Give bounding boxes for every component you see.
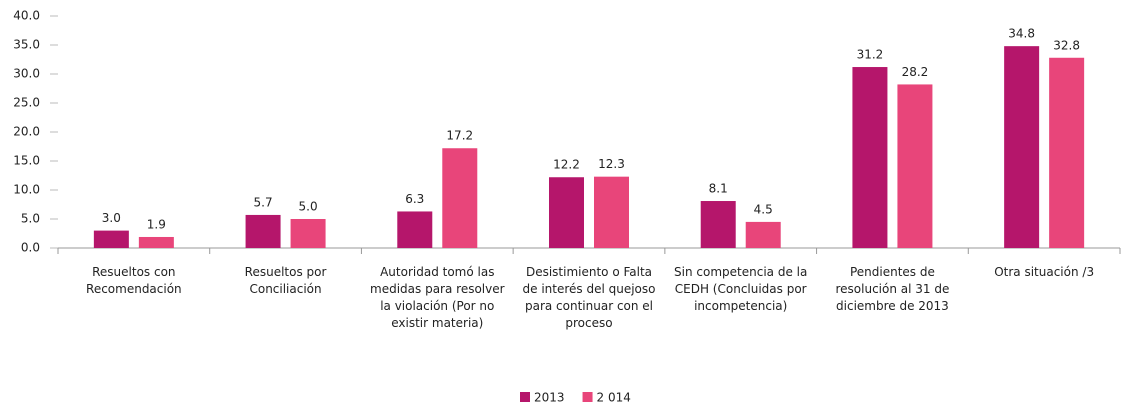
data-label: 5.7 xyxy=(254,195,273,209)
bar xyxy=(745,221,781,248)
data-label: 1.9 xyxy=(147,217,166,231)
data-label: 3.0 xyxy=(102,211,121,225)
bar xyxy=(93,230,129,248)
bar xyxy=(700,201,736,248)
legend-swatch xyxy=(582,392,593,402)
data-label: 8.1 xyxy=(709,182,728,196)
data-label: 28.2 xyxy=(902,65,929,79)
y-tick-label: 5.0 xyxy=(21,212,40,226)
bar xyxy=(442,148,478,248)
x-tick-label: Desistimiento o Falta de interés del que… xyxy=(522,265,656,330)
data-label: 6.3 xyxy=(405,192,424,206)
data-label: 32.8 xyxy=(1053,38,1080,52)
legend-swatch xyxy=(520,392,530,402)
bar xyxy=(549,177,584,248)
y-tick-label: 10.0 xyxy=(13,183,40,197)
y-tick-label: 40.0 xyxy=(13,9,40,23)
y-tick-label: 0.0 xyxy=(21,241,40,255)
x-tick-label: Resueltos por Conciliación xyxy=(244,265,327,296)
data-label: 12.2 xyxy=(553,158,580,172)
y-tick-label: 30.0 xyxy=(13,67,40,81)
legend-label: 2013 xyxy=(534,391,565,405)
data-label: 17.2 xyxy=(446,129,473,143)
bar xyxy=(1049,57,1085,249)
x-tick-label: Otra situación /3 xyxy=(994,265,1095,279)
bar xyxy=(594,176,629,248)
data-label: 4.5 xyxy=(754,202,773,216)
data-label: 31.2 xyxy=(857,48,884,62)
y-tick-label: 15.0 xyxy=(13,154,40,168)
x-tick-label: Sin competencia de la CEDH (Concluidas p… xyxy=(674,265,808,313)
x-tick-label: Pendientes de resolución al 31 de diciem… xyxy=(835,265,950,313)
bar xyxy=(138,236,174,248)
legend-label: 2 014 xyxy=(597,391,631,405)
y-tick-label: 25.0 xyxy=(13,96,40,110)
y-tick-label: 35.0 xyxy=(13,38,40,52)
bar xyxy=(852,67,888,248)
bar xyxy=(1004,46,1040,248)
bar xyxy=(290,219,326,248)
x-tick-label: Resueltos con Recomendación xyxy=(86,265,182,296)
bar xyxy=(897,84,933,248)
bar xyxy=(245,214,281,248)
data-label: 5.0 xyxy=(299,200,318,214)
bar xyxy=(397,211,433,248)
y-tick-label: 20.0 xyxy=(13,125,40,139)
data-label: 12.3 xyxy=(598,157,625,171)
x-tick-label: Autoridad tomó las medidas para resolver… xyxy=(370,265,505,330)
data-label: 34.8 xyxy=(1008,27,1035,41)
